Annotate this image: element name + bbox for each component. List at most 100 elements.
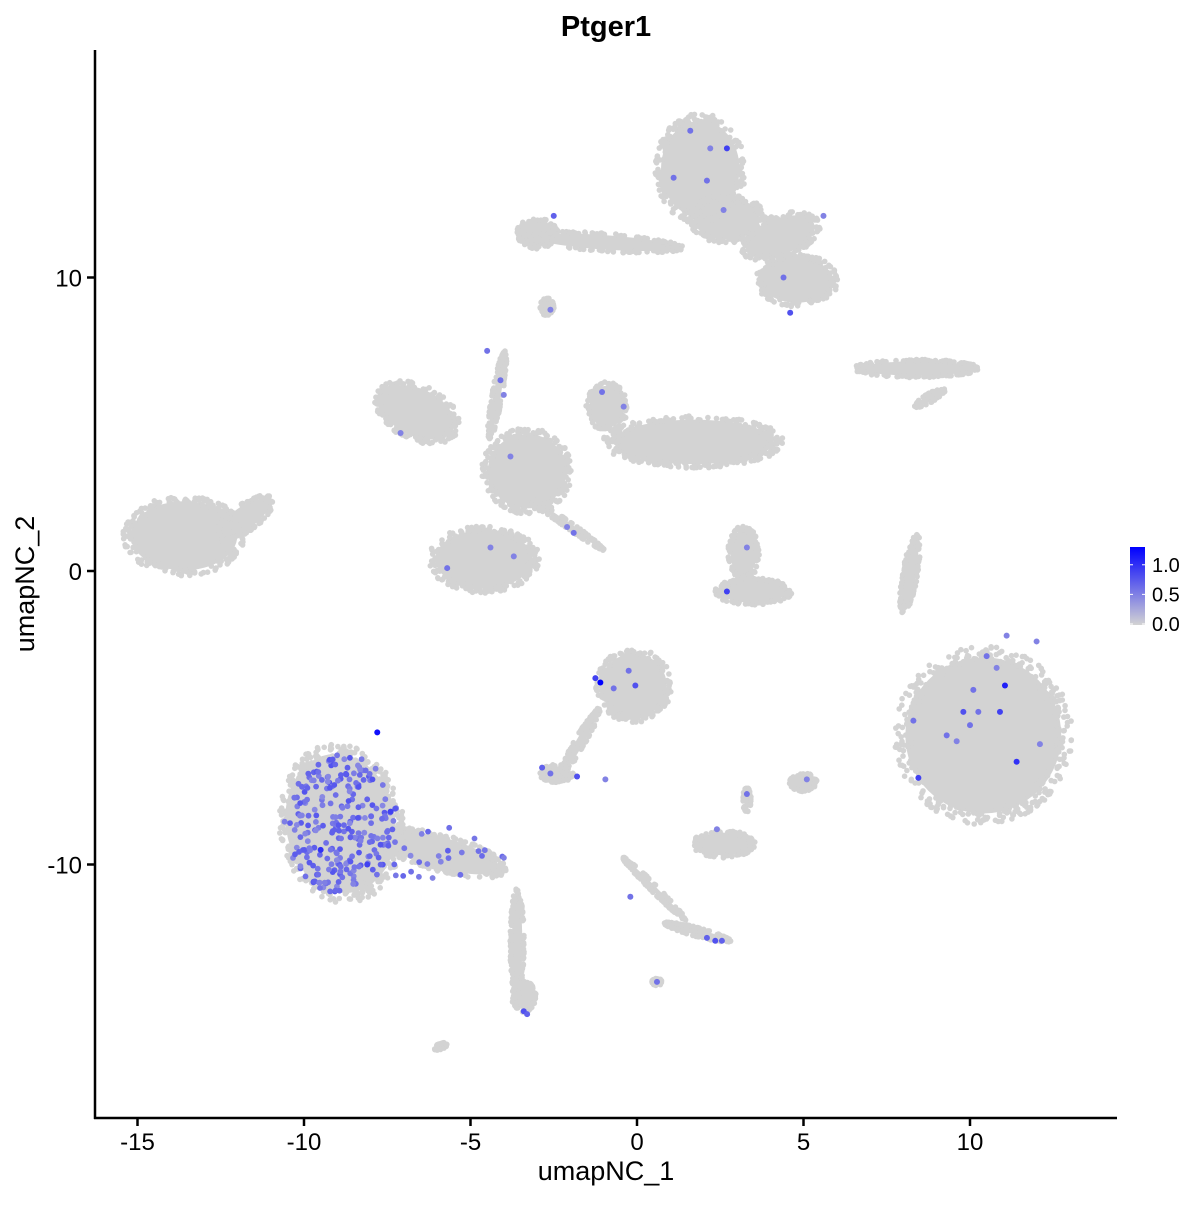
- x-tick-label: -10: [287, 1129, 322, 1156]
- expressing-cell-point: [943, 732, 950, 739]
- cell-point: [489, 874, 496, 881]
- expressing-cell-point: [743, 791, 750, 798]
- cell-point: [608, 704, 614, 710]
- cell-point: [921, 374, 927, 380]
- cell-point: [670, 206, 677, 212]
- cell-point: [748, 226, 754, 232]
- cell-point: [574, 524, 580, 530]
- cell-point: [897, 584, 904, 590]
- expressing-cell-point: [299, 812, 305, 819]
- cell-point: [813, 254, 819, 261]
- cell-point: [732, 829, 739, 836]
- cell-point: [801, 210, 807, 216]
- cell-point: [921, 686, 928, 693]
- cell-point: [901, 565, 908, 572]
- cell-point: [777, 598, 784, 604]
- expressing-cell-point: [351, 770, 357, 777]
- cell-point: [444, 836, 451, 842]
- cell-point: [993, 644, 1000, 651]
- cell-point: [706, 215, 712, 221]
- cell-point: [1000, 814, 1007, 821]
- cell-point: [508, 578, 515, 585]
- cell-point: [519, 914, 526, 921]
- cell-point: [758, 272, 764, 279]
- cell-point: [896, 746, 903, 753]
- cell-point: [142, 505, 148, 511]
- expressing-cell-point: [712, 937, 719, 944]
- expressing-cell-point: [298, 820, 304, 826]
- cell-point: [241, 531, 248, 537]
- cell-point: [601, 702, 608, 708]
- cell-point: [389, 385, 396, 391]
- cell-point: [764, 425, 771, 431]
- cell-point: [908, 704, 915, 710]
- cell-point: [205, 500, 212, 507]
- cell-point: [347, 743, 353, 750]
- cell-point: [121, 532, 128, 539]
- cell-point: [939, 358, 946, 364]
- cell-point: [489, 588, 495, 595]
- cell-point: [661, 238, 668, 245]
- cell-point: [1034, 781, 1040, 787]
- expressing-cell-point: [407, 852, 414, 859]
- cell-point: [633, 249, 640, 256]
- cell-point: [673, 460, 679, 466]
- cell-point: [718, 128, 725, 134]
- cell-point: [1027, 806, 1034, 813]
- cell-point: [747, 801, 753, 808]
- cell-point: [234, 533, 241, 539]
- expressing-cell-point: [501, 854, 507, 861]
- cell-point: [502, 367, 509, 374]
- expressing-cell-point: [780, 274, 787, 281]
- cell-point: [486, 425, 493, 432]
- cell-point: [570, 741, 577, 747]
- cell-point: [654, 893, 661, 900]
- cell-point: [1052, 712, 1058, 718]
- cell-point: [631, 648, 637, 655]
- cell-point: [795, 211, 801, 218]
- cell-point: [776, 437, 783, 444]
- cell-point: [764, 599, 771, 605]
- expressing-cell-point: [310, 777, 317, 784]
- colorbar-tick-label: 0.0: [1152, 614, 1180, 636]
- cell-point: [1032, 673, 1039, 680]
- cell-point: [534, 497, 540, 504]
- cell-point: [585, 539, 591, 545]
- cell-point: [656, 145, 663, 151]
- cell-point: [988, 806, 994, 813]
- cell-point: [654, 704, 660, 710]
- cell-point: [673, 244, 680, 251]
- cell-point: [589, 414, 595, 420]
- cell-point: [379, 398, 385, 404]
- expressing-cell-point: [570, 529, 577, 536]
- cell-point: [647, 886, 653, 892]
- cell-point: [831, 269, 838, 275]
- cell-point: [1015, 668, 1021, 674]
- cell-point: [915, 373, 922, 380]
- cell-point: [903, 552, 910, 558]
- cell-point: [909, 764, 915, 771]
- expressing-cell-point: [352, 834, 358, 841]
- cell-point: [926, 780, 932, 787]
- cell-point: [995, 818, 1002, 825]
- cell-point: [463, 585, 469, 592]
- cell-point: [958, 371, 965, 377]
- cell-point: [444, 1041, 450, 1048]
- cell-point: [750, 419, 757, 426]
- expressing-cell-point: [333, 857, 340, 864]
- expressing-cell-point: [970, 686, 977, 693]
- cell-point: [661, 156, 667, 162]
- cell-point: [685, 216, 692, 222]
- cell-point: [757, 599, 763, 606]
- cell-point: [919, 356, 925, 363]
- cell-point: [663, 458, 670, 465]
- expressing-cell-point: [356, 863, 362, 870]
- cell-point: [988, 656, 995, 662]
- cell-point: [531, 558, 537, 564]
- cell-point: [486, 409, 493, 415]
- cell-point: [659, 194, 666, 200]
- expressing-cell-point: [315, 769, 322, 775]
- cell-point: [1061, 727, 1067, 734]
- expressing-cell-point: [347, 834, 354, 841]
- cell-point: [636, 420, 643, 426]
